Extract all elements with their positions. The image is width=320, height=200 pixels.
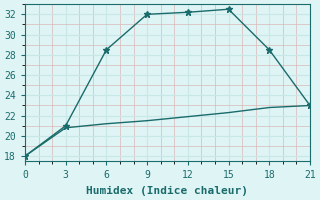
X-axis label: Humidex (Indice chaleur): Humidex (Indice chaleur) (86, 186, 248, 196)
